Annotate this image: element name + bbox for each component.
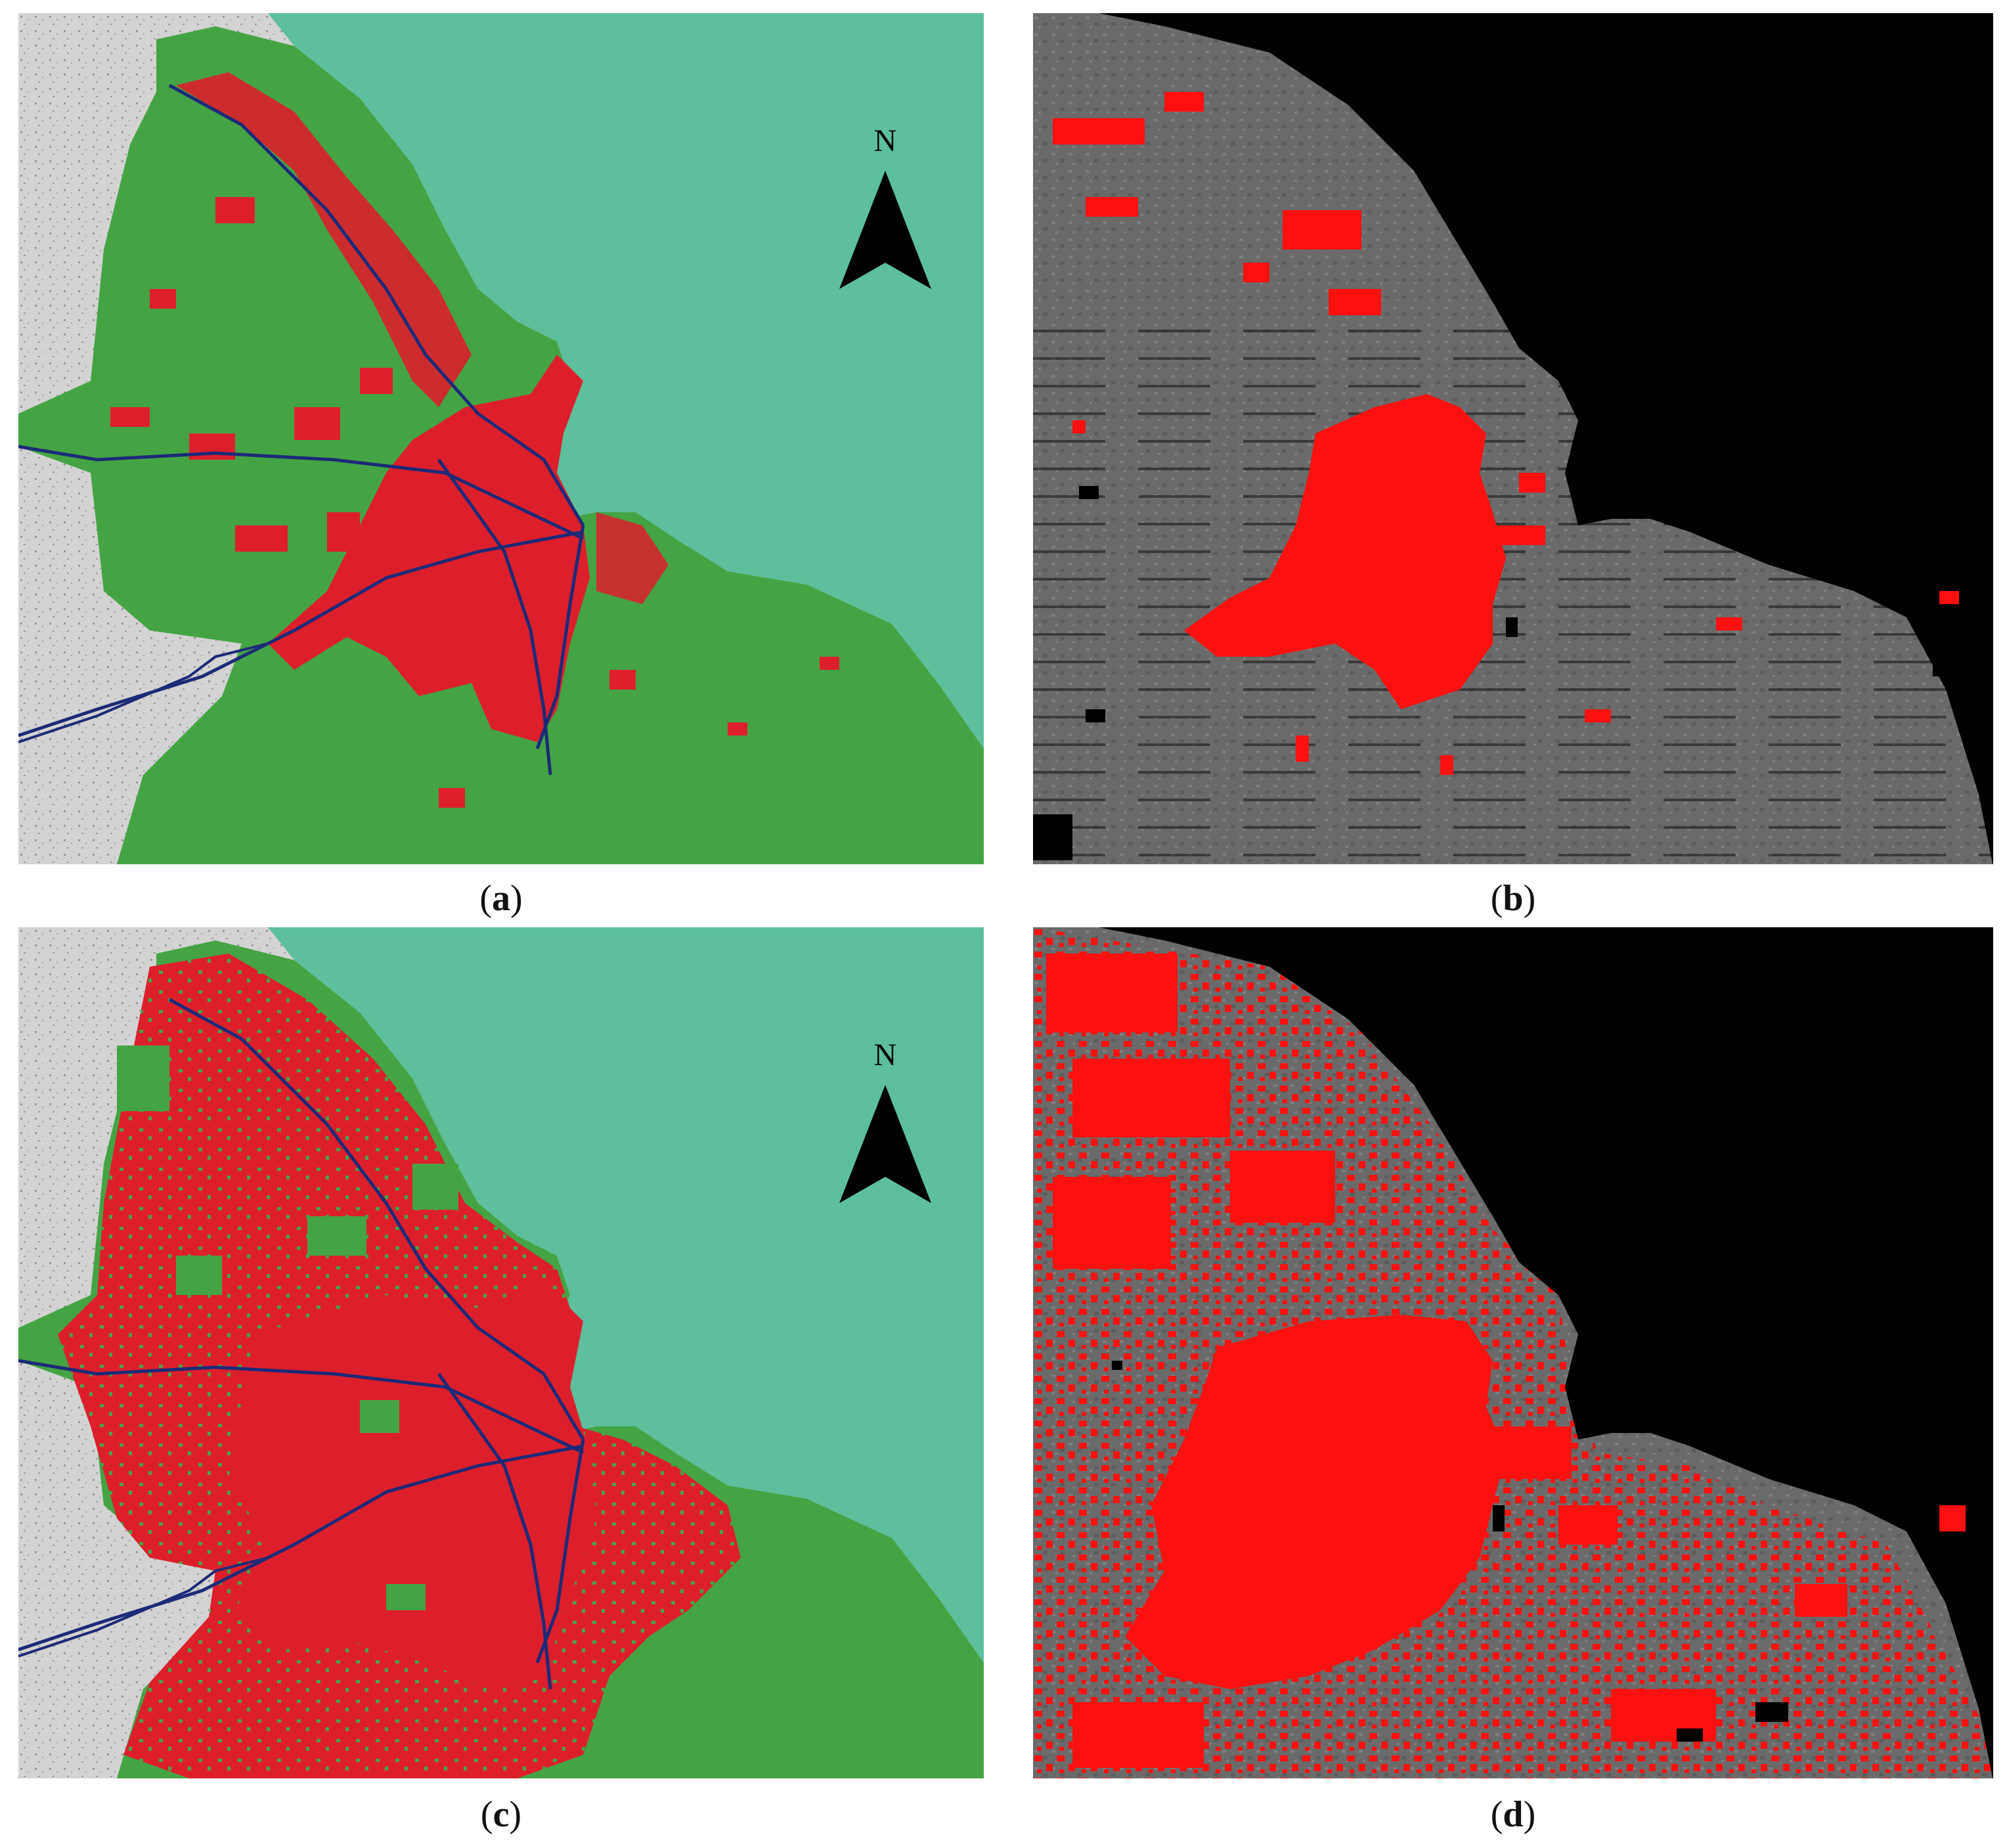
water-holes bbox=[1033, 486, 1959, 860]
urban-core bbox=[1184, 394, 1506, 709]
caption-paren: ) bbox=[509, 1794, 522, 1835]
caption-letter: c bbox=[493, 1794, 510, 1835]
urban-scatter bbox=[1053, 92, 1959, 775]
sea-area-black bbox=[1066, 927, 1993, 1778]
caption-paren: ( bbox=[1490, 878, 1503, 919]
caption-paren: ( bbox=[479, 878, 492, 919]
sea-area-black bbox=[1066, 13, 1993, 864]
caption-paren: ) bbox=[1523, 1794, 1536, 1835]
sea-area bbox=[268, 927, 984, 1663]
satellite-overlay-d bbox=[1033, 927, 1993, 1778]
panel-caption-c: (c) bbox=[403, 1796, 600, 1833]
caption-paren: ( bbox=[480, 1794, 493, 1835]
caption-letter: a bbox=[492, 878, 510, 919]
urban-east-patch bbox=[596, 512, 669, 604]
panel-caption-b: (b) bbox=[1415, 880, 1612, 917]
classified-map-c: N bbox=[18, 927, 984, 1778]
classified-map-a: N bbox=[18, 13, 984, 864]
map-panel-b bbox=[1033, 13, 1993, 864]
caption-letter: d bbox=[1503, 1794, 1524, 1835]
water-holes bbox=[1112, 1361, 1788, 1742]
caption-letter: b bbox=[1503, 878, 1524, 919]
river bbox=[18, 642, 269, 743]
sea-area bbox=[268, 13, 984, 749]
svg-text:N: N bbox=[874, 123, 897, 158]
urban-scatter bbox=[1046, 954, 1966, 1768]
river bbox=[18, 1556, 269, 1658]
map-panel-a: N bbox=[18, 13, 984, 864]
panel-caption-d: (d) bbox=[1415, 1796, 1612, 1833]
caption-paren: ) bbox=[510, 878, 523, 919]
vegetation-remnants bbox=[117, 1045, 912, 1761]
urban-scatter bbox=[110, 197, 839, 808]
north-arrow: N bbox=[839, 123, 931, 289]
north-arrow: N bbox=[839, 1038, 931, 1203]
road-network bbox=[18, 998, 585, 1690]
urban-core bbox=[268, 355, 590, 742]
caption-paren: ) bbox=[1523, 878, 1536, 919]
north-arrow-icon bbox=[839, 1085, 931, 1203]
satellite-overlay-b bbox=[1033, 13, 1993, 864]
panel-caption-a: (a) bbox=[403, 880, 600, 917]
caption-paren: ( bbox=[1490, 1794, 1503, 1835]
map-panel-c: N bbox=[18, 927, 984, 1778]
svg-text:N: N bbox=[874, 1038, 897, 1072]
urban-northern-strip bbox=[176, 72, 472, 407]
map-panel-d bbox=[1033, 927, 1993, 1778]
urban-core bbox=[1125, 1315, 1506, 1689]
road-network bbox=[18, 83, 585, 776]
north-arrow-icon bbox=[839, 171, 931, 289]
